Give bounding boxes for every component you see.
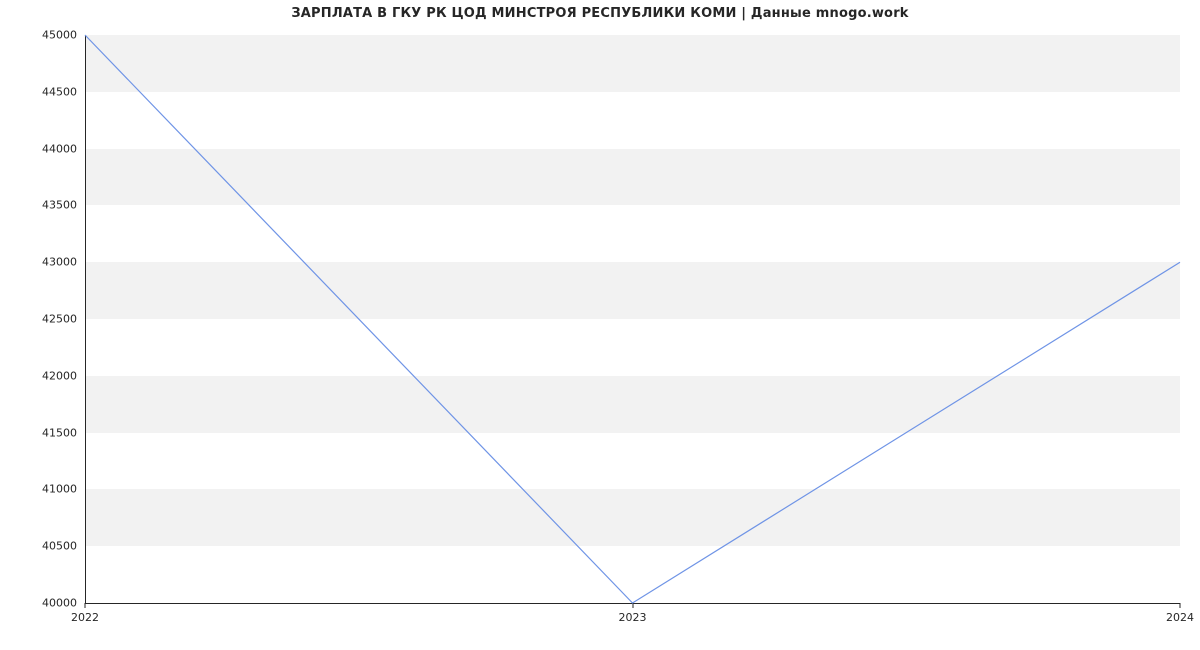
chart-container: ЗАРПЛАТА В ГКУ РК ЦОД МИНСТРОЯ РЕСПУБЛИК… bbox=[0, 0, 1200, 650]
x-tick-label: 2022 bbox=[71, 611, 99, 624]
y-tick-label: 40000 bbox=[42, 597, 77, 610]
y-tick-label: 42000 bbox=[42, 369, 77, 382]
x-tick-mark bbox=[85, 603, 86, 608]
line-layer bbox=[85, 35, 1180, 603]
y-tick-label: 44500 bbox=[42, 85, 77, 98]
x-tick-mark bbox=[1180, 603, 1181, 608]
x-tick-label: 2023 bbox=[619, 611, 647, 624]
x-tick-mark bbox=[632, 603, 633, 608]
y-tick-label: 42500 bbox=[42, 313, 77, 326]
y-tick-label: 43500 bbox=[42, 199, 77, 212]
plot-area: 4000040500410004150042000425004300043500… bbox=[85, 35, 1180, 603]
y-tick-label: 43000 bbox=[42, 256, 77, 269]
y-tick-label: 45000 bbox=[42, 29, 77, 42]
y-tick-label: 41000 bbox=[42, 483, 77, 496]
y-tick-label: 40500 bbox=[42, 540, 77, 553]
chart-title: ЗАРПЛАТА В ГКУ РК ЦОД МИНСТРОЯ РЕСПУБЛИК… bbox=[0, 6, 1200, 21]
x-tick-label: 2024 bbox=[1166, 611, 1194, 624]
series-line-salary bbox=[85, 35, 1180, 603]
y-tick-label: 44000 bbox=[42, 142, 77, 155]
y-tick-label: 41500 bbox=[42, 426, 77, 439]
